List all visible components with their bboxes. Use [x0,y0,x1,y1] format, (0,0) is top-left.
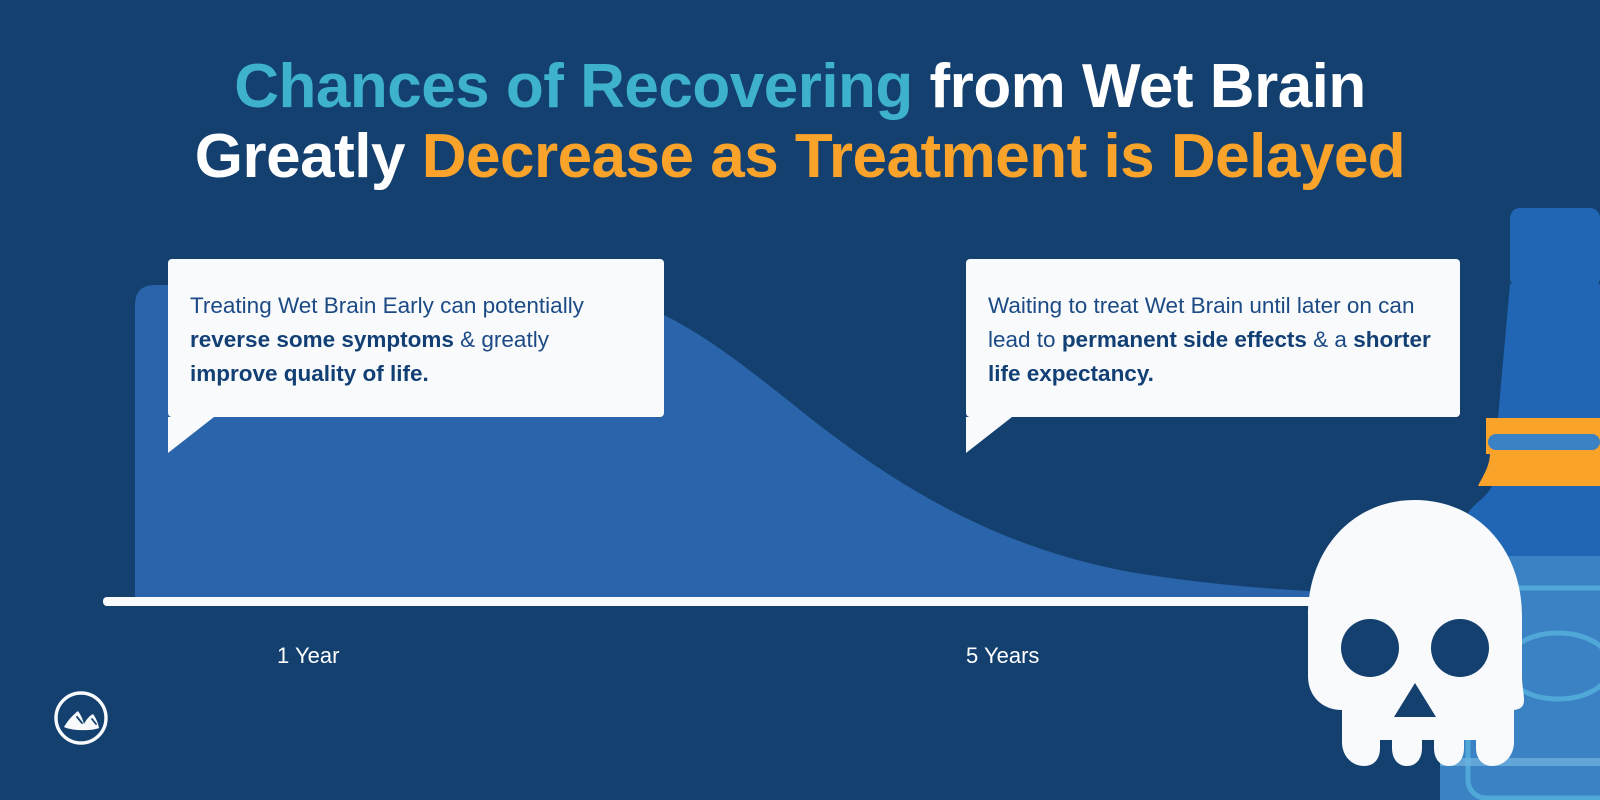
mountain-logo-icon[interactable] [53,690,109,746]
callout-left-bold-2: improve quality of life. [190,361,429,387]
callout-left-text-1: Treating Wet Brain Early can potentially [190,293,584,318]
callout-right-bold-2: shorter life expectancy. [988,327,1431,387]
skull-eye-right [1431,619,1489,677]
callout-left-text-2: & greatly [453,327,549,353]
callout-left-tail [168,417,214,453]
callout-left-text: Treating Wet Brain Early can potentially… [190,289,638,392]
callout-right-text-2: & a [1306,327,1354,353]
callout-left-bold-1: reverse some symptoms [190,327,454,353]
skull-eye-left [1341,619,1399,677]
skull-icon [1308,500,1524,766]
callout-early-treatment: Treating Wet Brain Early can potentially… [168,259,664,417]
skull-nose [1394,683,1436,717]
axis-tick-1-year: 1 Year [277,643,340,668]
callout-right-bold-1: permanent side effects [1061,327,1307,353]
callout-right-text: Waiting to treat Wet Brain until later o… [988,289,1434,392]
callout-right-tail [966,417,1012,453]
callout-delayed-treatment: Waiting to treat Wet Brain until later o… [966,259,1460,417]
axis-tick-5-years: 5 Years [966,643,1040,668]
callout-right-text-1: Waiting to treat Wet Brain until later o… [988,293,1415,353]
axis-baseline [103,597,1500,606]
